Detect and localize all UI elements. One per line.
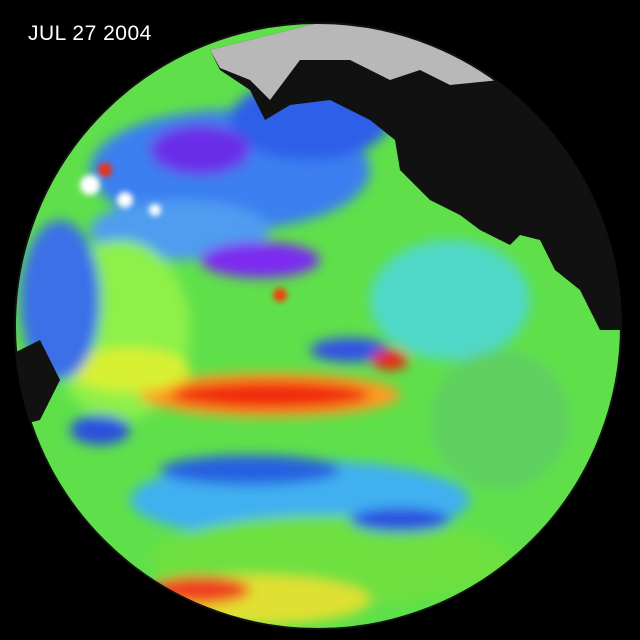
land — [15, 340, 60, 430]
date-label: JUL 27 2004 — [28, 22, 152, 45]
